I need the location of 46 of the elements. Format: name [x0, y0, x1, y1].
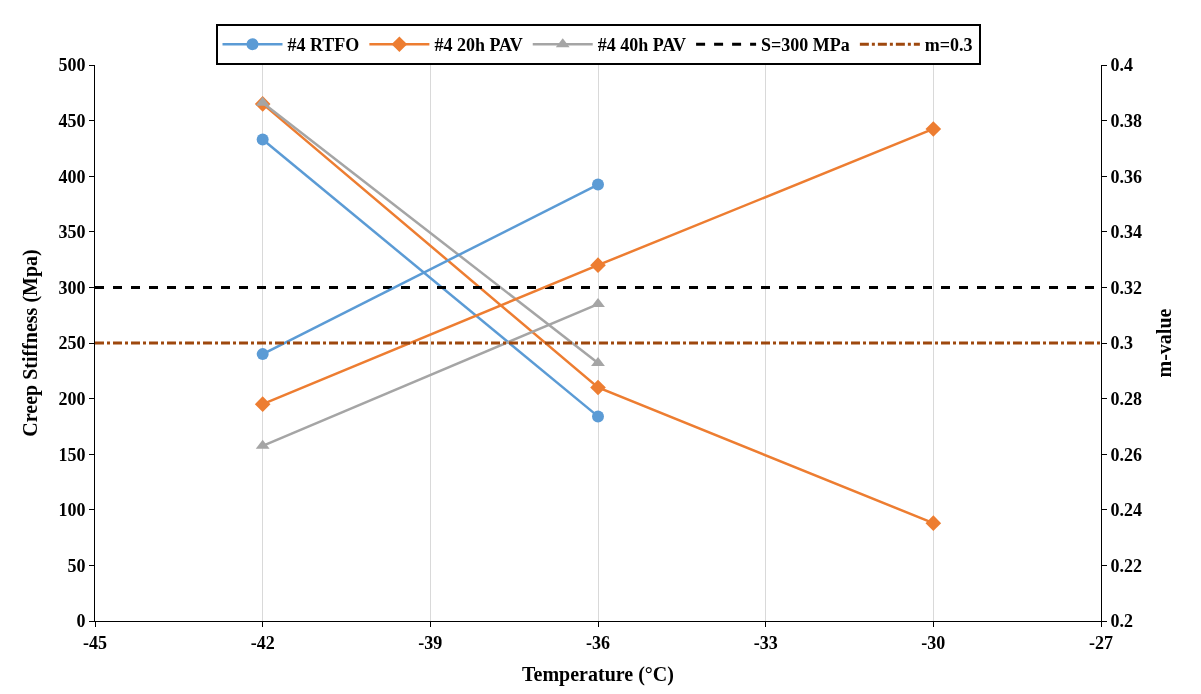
y2-tick-label: 0.34: [1110, 222, 1143, 243]
point: [590, 379, 606, 396]
y-tick-label: 300: [58, 277, 86, 298]
y2-tick-label: 0.2: [1110, 611, 1134, 632]
y-tick-label: 200: [58, 388, 86, 409]
x-tick-label: -36: [586, 632, 610, 653]
y2-tick-label: 0.36: [1110, 166, 1143, 187]
point: [256, 133, 269, 146]
point: [592, 178, 604, 191]
x-tick-label: -39: [418, 632, 443, 653]
y2-tick-label: 0.4: [1110, 55, 1134, 76]
y-axis-title: Creep Stiffness (Mpa): [18, 249, 42, 437]
y-tick-label: 450: [58, 110, 86, 131]
point: [590, 257, 606, 273]
y2-tick-label: 0.22: [1110, 555, 1143, 576]
point: [925, 515, 942, 531]
y-tick-label: 350: [58, 222, 86, 243]
y2-tick-label: 0.32: [1110, 277, 1143, 298]
y2-axis-title: m-value: [1152, 308, 1175, 378]
point: [592, 410, 604, 423]
y-tick-label: 100: [58, 500, 86, 521]
y-tick-label: 50: [67, 555, 86, 576]
point: [256, 348, 269, 361]
legend-label: S=300 MPa: [761, 35, 850, 56]
y-tick-label: 0: [76, 611, 86, 632]
point: [254, 396, 271, 412]
y2-tick-label: 0.26: [1110, 444, 1143, 465]
legend-label: #4 RTFO: [287, 35, 360, 56]
y2-tick-label: 0.28: [1110, 388, 1143, 409]
x-tick-label: -27: [1089, 632, 1113, 653]
y-tick-label: 500: [58, 55, 86, 76]
x-tick-label: -30: [921, 632, 946, 653]
legend-label: m=0.3: [924, 35, 973, 56]
point: [925, 121, 942, 137]
y-tick-label: 400: [58, 166, 86, 187]
y-tick-label: 250: [58, 333, 86, 354]
y2-tick-label: 0.24: [1110, 500, 1143, 521]
y-tick-label: 150: [58, 444, 86, 465]
x-tick-label: -42: [250, 632, 275, 653]
y2-tick-label: 0.38: [1110, 110, 1143, 131]
legend-label: #4 20h PAV: [434, 35, 523, 56]
y2-tick-label: 0.3: [1110, 333, 1134, 354]
x-tick-label: -33: [753, 632, 778, 653]
legend-label: #4 40h PAV: [597, 35, 687, 56]
x-tick-label: -45: [83, 632, 107, 653]
x-axis-title: Temperature (°C): [522, 663, 674, 687]
